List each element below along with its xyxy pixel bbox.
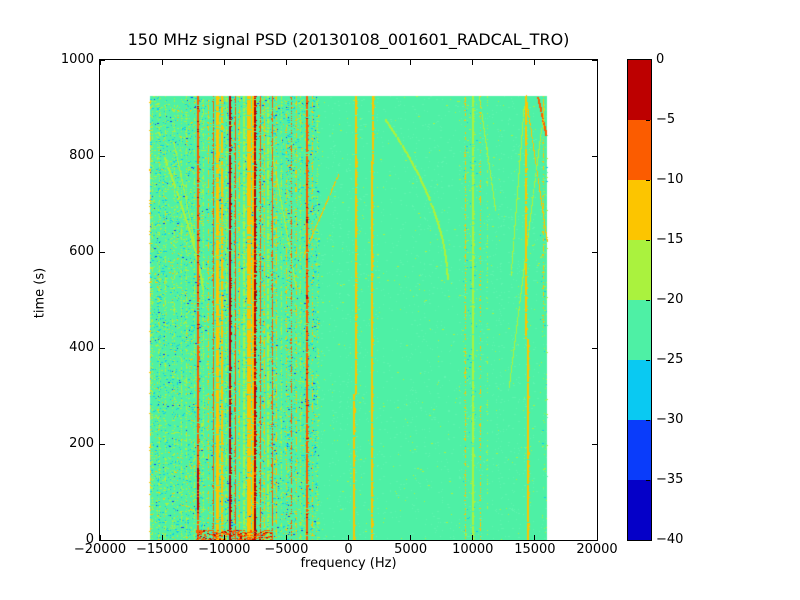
colorbar-segment	[628, 420, 651, 480]
colorbar-tick-label: −30	[656, 411, 684, 427]
y-tick-label: 400	[69, 340, 94, 355]
x-tick	[161, 535, 163, 540]
y-tick	[100, 539, 105, 541]
y-tick	[100, 155, 105, 157]
colorbar-tick-label: −40	[656, 531, 684, 547]
colorbar-segment	[628, 120, 651, 180]
x-tick-label: −15000	[136, 542, 189, 557]
y-tick	[592, 443, 597, 445]
colorbar-tick-label: −15	[656, 231, 684, 247]
y-tick	[592, 59, 597, 61]
x-tick-label: 15000	[514, 542, 556, 557]
colorbar-tick-label: −35	[656, 471, 684, 487]
x-tick-label: −10000	[198, 542, 251, 557]
y-tick	[592, 347, 597, 349]
colorbar-segment	[628, 480, 651, 540]
x-tick	[596, 60, 598, 65]
x-tick	[534, 60, 536, 65]
colorbar-tick-label: −10	[656, 171, 684, 187]
colorbar-tick	[646, 119, 650, 121]
y-tick-label: 1000	[60, 52, 94, 67]
y-tick-label: 200	[69, 436, 94, 451]
x-tick	[223, 60, 225, 65]
x-tick	[99, 60, 101, 65]
plot-frame	[99, 59, 598, 541]
colorbar-tick-label: −20	[656, 291, 684, 307]
colorbar-tick	[646, 479, 650, 481]
x-tick	[285, 535, 287, 540]
x-tick	[285, 60, 287, 65]
colorbar-segment	[628, 300, 651, 360]
colorbar-tick	[646, 239, 650, 241]
x-axis-label: frequency (Hz)	[300, 556, 397, 571]
x-tick	[534, 535, 536, 540]
y-tick	[592, 251, 597, 253]
colorbar-tick-label: −25	[656, 351, 684, 367]
y-axis-label: time (s)	[32, 267, 48, 319]
colorbar-tick	[646, 359, 650, 361]
colorbar-tick	[646, 179, 650, 181]
x-tick	[348, 60, 349, 65]
x-tick	[472, 535, 474, 540]
x-tick-label: 20000	[576, 542, 618, 557]
x-tick	[596, 535, 598, 540]
y-tick	[100, 443, 105, 445]
x-tick	[410, 60, 412, 65]
colorbar-tick	[646, 299, 650, 301]
x-tick	[472, 60, 474, 65]
x-tick	[223, 535, 225, 540]
x-tick-label: 0	[344, 542, 353, 557]
x-tick-label: −5000	[264, 542, 309, 557]
y-tick	[592, 155, 597, 157]
x-tick-label: 5000	[394, 542, 428, 557]
y-tick	[592, 539, 597, 541]
y-tick-label: 0	[85, 532, 94, 547]
colorbar-segment	[628, 240, 651, 300]
y-tick	[100, 347, 105, 349]
x-tick-label: −20000	[73, 542, 127, 557]
x-tick	[161, 60, 163, 65]
plot-title: 150 MHz signal PSD (20130108_001601_RADC…	[127, 30, 570, 49]
y-tick	[100, 251, 105, 253]
x-tick	[348, 535, 349, 540]
colorbar-tick	[646, 419, 650, 421]
colorbar-tick-label: −5	[656, 111, 676, 127]
spectrogram-canvas	[100, 60, 597, 540]
x-tick	[410, 535, 412, 540]
x-tick-label: 10000	[452, 542, 494, 557]
colorbar	[627, 59, 652, 541]
colorbar-segment	[628, 60, 651, 120]
colorbar-segment	[628, 360, 651, 420]
y-tick-label: 600	[69, 244, 94, 259]
y-tick-label: 800	[69, 148, 94, 163]
colorbar-tick-label: 0	[656, 51, 665, 67]
x-tick	[99, 535, 101, 540]
colorbar-segment	[628, 180, 651, 240]
y-tick	[100, 59, 105, 61]
